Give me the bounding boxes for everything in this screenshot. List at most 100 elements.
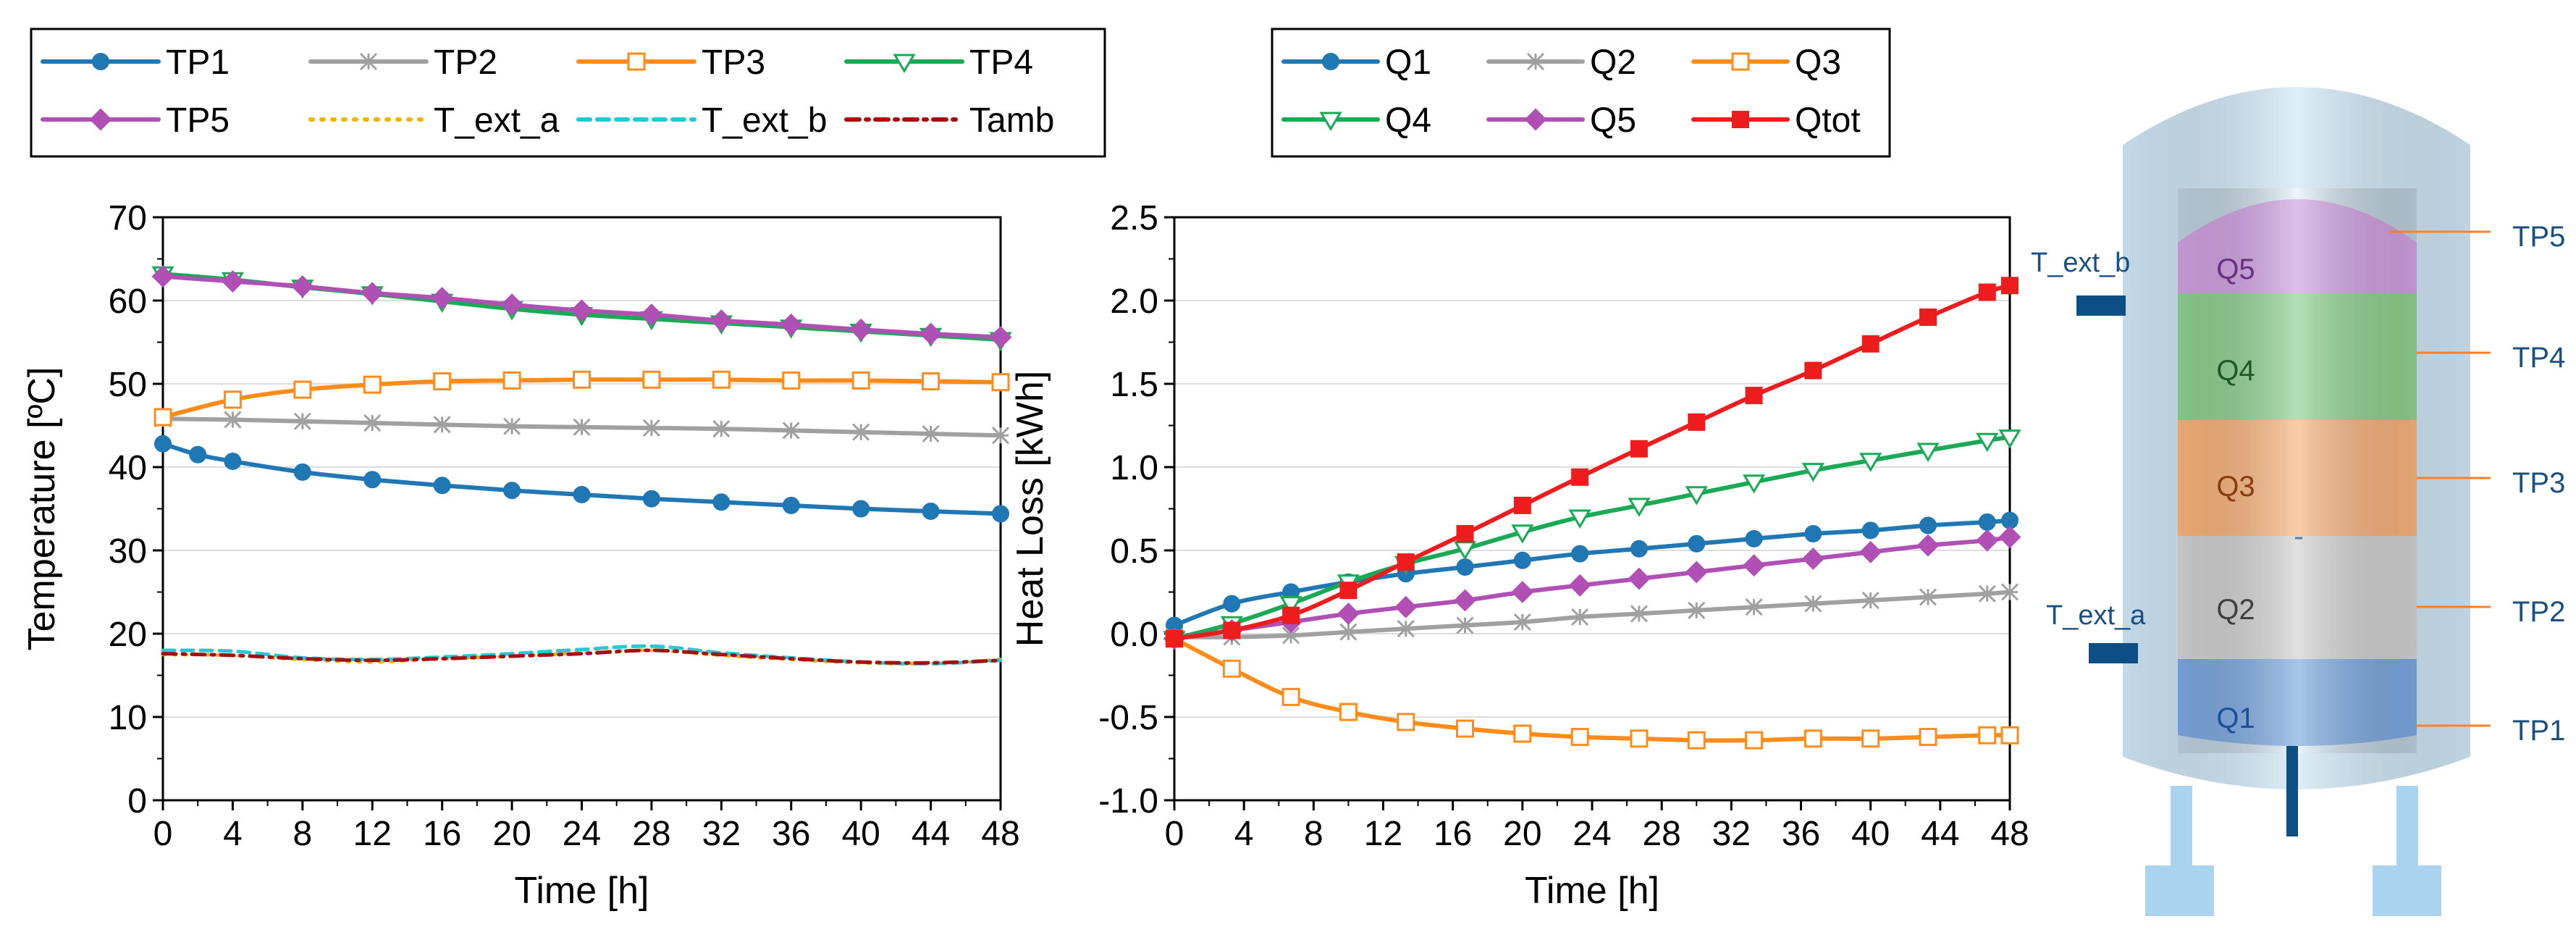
y-tick-label: 1.0	[1110, 449, 1158, 487]
data-point-q1	[1456, 558, 1474, 576]
data-point-qtot	[1571, 468, 1589, 486]
legend-label-qtot: Qtot	[1795, 101, 1861, 140]
legend-label-tp1: TP1	[166, 43, 230, 82]
data-point-tp3	[782, 371, 801, 390]
zone-label-q5: Q5	[2216, 253, 2255, 285]
data-point-tp2	[363, 414, 382, 432]
data-point-tp3	[851, 371, 870, 390]
legend-label-q5: Q5	[1590, 101, 1636, 140]
data-point-q3	[1630, 729, 1649, 748]
x-tick-label: 40	[841, 815, 880, 853]
tank-leg	[2396, 786, 2418, 873]
data-point-q1	[1630, 540, 1648, 558]
data-point-tp3	[991, 373, 1010, 392]
y-tick-label: 0.0	[1110, 616, 1158, 654]
x-tick-label: 20	[492, 815, 531, 853]
series-tp2	[153, 410, 1010, 445]
zone-label-q4: Q4	[2216, 355, 2255, 387]
data-point-tp3	[922, 372, 940, 391]
data-point-tp5	[849, 318, 872, 341]
legend-label-tp2: TP2	[434, 43, 497, 82]
x-tick-label: 12	[1364, 815, 1402, 853]
legend-frame	[30, 28, 1106, 158]
data-point-tp1	[189, 445, 207, 463]
data-point-q3	[1339, 702, 1358, 721]
data-point-q5	[1801, 548, 1824, 570]
data-point-qtot	[1397, 553, 1415, 571]
probe-label-tp2: TP2	[2512, 596, 2565, 628]
data-point-tp5	[431, 287, 454, 309]
x-tick-label: 28	[632, 815, 670, 853]
data-point-q2	[1978, 584, 1996, 603]
series-line-q2	[1172, 590, 2012, 639]
data-point-q5	[1568, 574, 1591, 597]
legend-marker-tp4	[893, 54, 916, 73]
data-point-tp3	[223, 390, 242, 409]
data-point-tp3	[712, 370, 731, 389]
data-point-tp3	[153, 408, 172, 427]
sensor-t-ext-b	[2076, 295, 2126, 316]
y-tick-label: -1.0	[1098, 782, 1158, 821]
data-point-q5	[1859, 540, 1882, 563]
data-point-qtot	[1861, 335, 1880, 353]
data-point-tp5	[151, 265, 174, 288]
data-point-q2	[1688, 601, 1706, 619]
y-tick-label: 10	[109, 699, 147, 737]
y-tick-label: 2.0	[1110, 282, 1158, 321]
data-point-q2	[1745, 598, 1763, 616]
data-point-tp1	[712, 493, 731, 511]
legend-marker-q3	[1731, 52, 1750, 71]
data-point-tp1	[573, 485, 591, 503]
legend-label-tamb: Tamb	[969, 101, 1054, 140]
x-axis-label: Time [h]	[1525, 870, 1659, 912]
x-tick-label: 0	[1165, 815, 1184, 853]
data-point-tp5	[500, 293, 523, 316]
x-tick-label: 44	[1921, 815, 1959, 853]
data-point-tp2	[642, 419, 660, 437]
x-tick-label: 4	[1234, 815, 1254, 853]
legend-label-q4: Q4	[1385, 101, 1431, 140]
y-tick-label: 20	[109, 616, 147, 654]
data-point-qtot	[1978, 283, 1996, 301]
data-point-q4	[1628, 498, 1651, 517]
data-point-tp2	[712, 420, 731, 438]
data-point-q5	[1454, 589, 1476, 612]
series-q4	[1163, 429, 2021, 650]
data-point-tp1	[503, 482, 521, 500]
data-point-q2	[2000, 583, 2019, 601]
data-point-q5	[1976, 529, 1999, 552]
data-point-q5	[1916, 534, 1940, 557]
data-point-tp1	[224, 452, 242, 470]
data-point-tp1	[852, 500, 870, 518]
data-point-qtot	[1339, 582, 1358, 600]
y-tick-label: 1.5	[1110, 366, 1158, 404]
data-point-q4	[1916, 442, 1940, 462]
data-point-qtot	[1456, 525, 1474, 542]
data-point-q3	[2000, 726, 2019, 744]
data-point-q5	[1628, 567, 1651, 590]
bottom-pipe	[2286, 746, 2298, 836]
legend-marker-tp5	[89, 108, 112, 131]
data-point-tp2	[503, 417, 521, 435]
data-point-q3	[1919, 728, 1937, 747]
data-point-q3	[1861, 729, 1880, 748]
legend-label-tp5: TP5	[166, 101, 230, 140]
data-point-tp1	[922, 502, 940, 520]
x-axis-label: Time [h]	[515, 870, 649, 912]
zone-label-q3: Q3	[2216, 471, 2255, 503]
data-point-tp5	[361, 282, 384, 305]
probe-label-tp4: TP4	[2512, 342, 2565, 374]
data-point-q2	[1513, 613, 1531, 631]
x-tick-label: 4	[223, 815, 243, 853]
data-point-tp1	[363, 471, 382, 489]
x-tick-label: 44	[912, 815, 950, 853]
data-point-q1	[1571, 545, 1589, 563]
data-point-q3	[1397, 713, 1415, 731]
data-point-q3	[1978, 726, 1997, 744]
x-tick-label: 24	[1573, 815, 1611, 853]
series-qtot	[1166, 277, 2019, 647]
data-point-q1	[1919, 516, 1937, 534]
series-tp5	[151, 265, 1012, 349]
series-q5	[1163, 526, 2021, 650]
